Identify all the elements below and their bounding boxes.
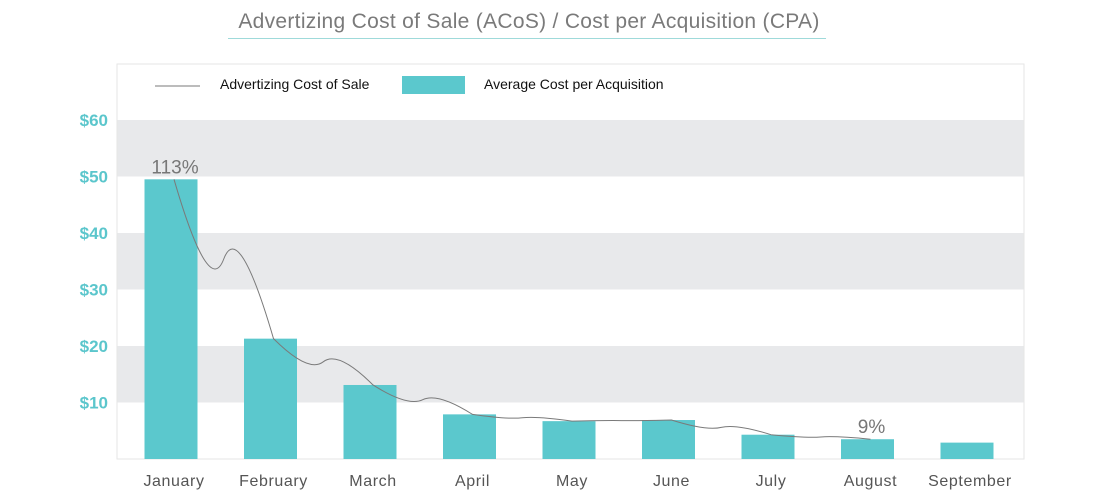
acos-line bbox=[173, 179, 871, 440]
y-tick-label: $10 bbox=[80, 394, 108, 413]
x-axis: January February March April May June July Augu… bbox=[143, 473, 1011, 490]
y-tick-label: $40 bbox=[80, 224, 108, 243]
legend: Advertizing Cost of Sale Average Cost pe… bbox=[155, 76, 664, 94]
y-axis: $10 $20 $30 $40 $50 $60 bbox=[80, 111, 108, 413]
title-underline bbox=[228, 38, 826, 39]
y-tick-label: $60 bbox=[80, 111, 108, 130]
y-tick-label: $30 bbox=[80, 281, 108, 300]
x-tick-label: June bbox=[653, 473, 690, 490]
point-label: 9% bbox=[858, 417, 886, 438]
bar bbox=[244, 338, 297, 459]
x-tick-label: April bbox=[455, 473, 490, 490]
bar-series bbox=[144, 179, 994, 459]
bar bbox=[343, 384, 397, 459]
annotations: 113% 9% bbox=[151, 157, 885, 438]
chart-title: Advertizing Cost of Sale (ACoS) / Cost p… bbox=[238, 10, 820, 33]
bar bbox=[642, 420, 695, 459]
legend-label-bar: Average Cost per Acquisition bbox=[484, 76, 664, 92]
legend-label-line: Advertizing Cost of Sale bbox=[220, 76, 370, 92]
x-tick-label: January bbox=[143, 473, 204, 490]
x-tick-label: July bbox=[756, 473, 787, 490]
point-label: 113% bbox=[151, 157, 198, 178]
bar bbox=[741, 434, 795, 459]
x-tick-label: May bbox=[556, 473, 588, 490]
x-tick-label: February bbox=[239, 473, 308, 490]
x-tick-label: August bbox=[844, 473, 897, 490]
y-tick-label: $20 bbox=[80, 337, 108, 356]
bar bbox=[542, 421, 596, 459]
line-series bbox=[173, 179, 871, 440]
bar bbox=[144, 179, 198, 459]
bar bbox=[443, 414, 496, 459]
x-tick-label: March bbox=[349, 473, 396, 490]
y-tick-label: $50 bbox=[80, 168, 108, 187]
legend-swatch-bar bbox=[402, 76, 465, 94]
grid-band bbox=[117, 233, 1024, 290]
x-tick-label: September bbox=[928, 473, 1012, 490]
grid-band bbox=[117, 120, 1024, 177]
bar bbox=[940, 442, 994, 459]
bar bbox=[841, 439, 894, 459]
